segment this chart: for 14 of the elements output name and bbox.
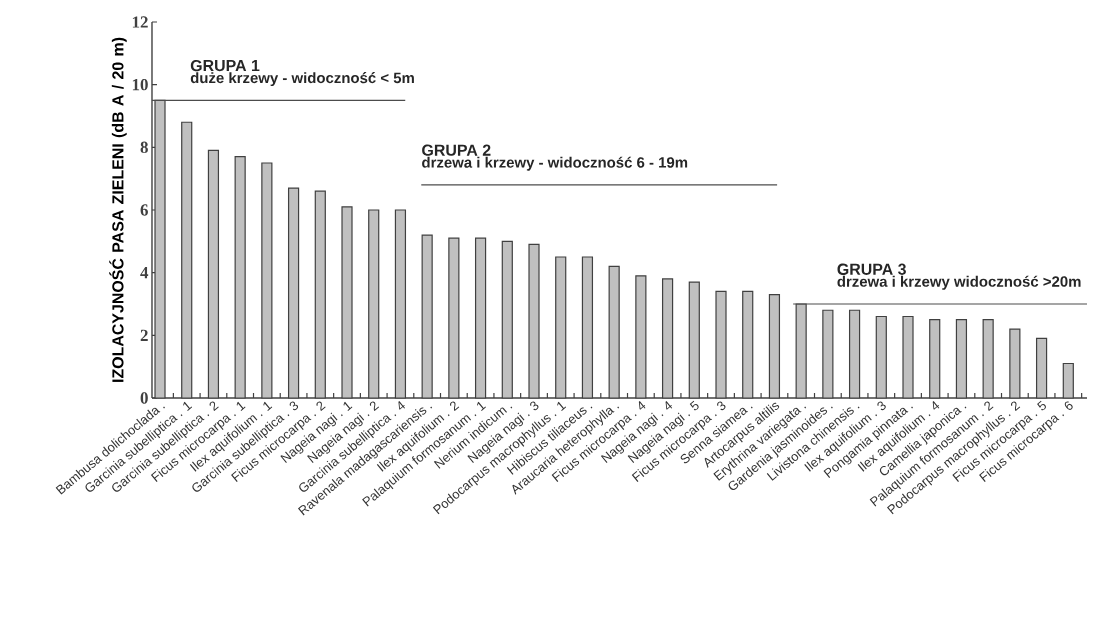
y-tick-label: 6	[140, 204, 148, 216]
y-tick-label: 10	[132, 78, 148, 91]
annotation: duże krzewy - widoczność < 5m	[190, 72, 414, 87]
annotation: GRUPA 2	[422, 144, 491, 156]
y-tick-label: 2	[140, 329, 148, 341]
y-tick-label: 12	[132, 16, 148, 28]
annotation: drzewa i krzewy - widoczność 6 - 19m	[422, 156, 688, 171]
annotation: drzewa i krzewy widoczność >20m	[837, 275, 1081, 290]
y-tick-label: 0	[140, 392, 148, 404]
y-tick-label: 8	[140, 141, 148, 154]
y-axis-title: IZOLACYJNOŚĆ PASA ZIELENI (dB A / 20 m)	[109, 37, 127, 382]
annotation: GRUPA 3	[837, 263, 906, 275]
y-tick-label: 4	[140, 267, 149, 279]
annotation: GRUPA 1	[190, 59, 260, 72]
